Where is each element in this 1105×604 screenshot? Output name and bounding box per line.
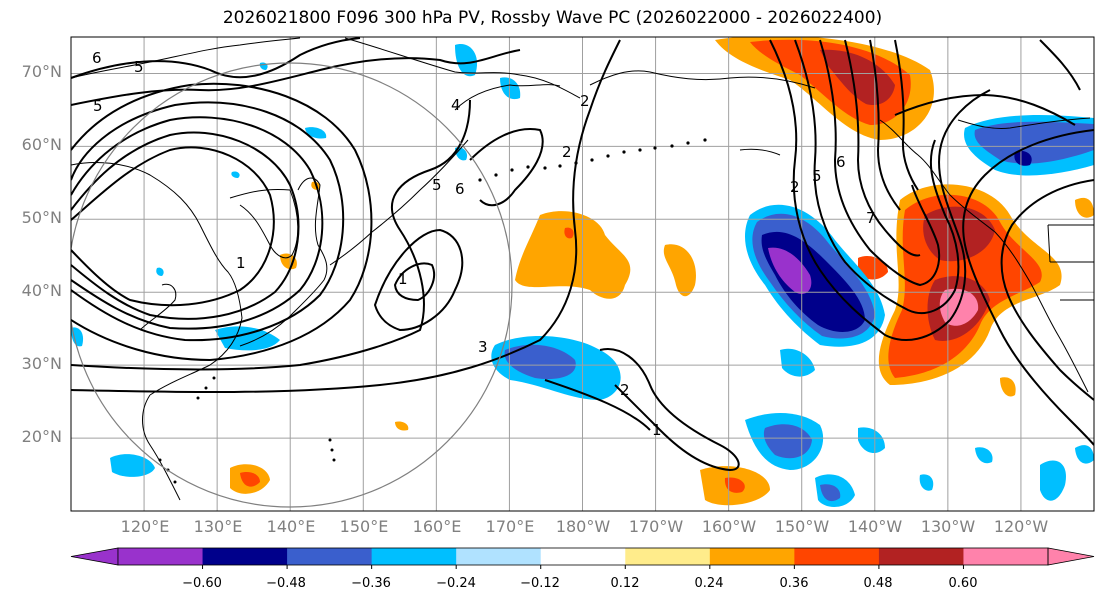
colorbar-tick-label: 0.48: [863, 576, 893, 591]
lat-label: 30°N: [21, 354, 62, 373]
colorbar-swatch: [371, 548, 457, 565]
colorbar-swatch: [118, 548, 204, 565]
map-frame: [70, 36, 1095, 512]
lon-label: 180°W: [555, 517, 611, 536]
contour-label: 5: [432, 176, 442, 194]
colorbar-swatch: [625, 548, 711, 565]
contour-label: 5: [93, 97, 103, 115]
map-graticule: [71, 37, 1094, 511]
colorbar-tick-label: −0.48: [266, 576, 306, 591]
contour-label: 7: [866, 209, 876, 227]
reference-circle: [71, 62, 513, 508]
colorbar-tick-label: 0.24: [694, 576, 724, 591]
colorbar-swatch: [709, 548, 795, 565]
contour-label: 2: [562, 143, 572, 161]
contour-label: 5: [134, 58, 144, 76]
colorbar-swatch: [287, 548, 373, 565]
lon-label: 120°E: [120, 517, 170, 536]
colorbar-tick-label: 0.36: [779, 576, 809, 591]
colorbar-swatch: [794, 548, 880, 565]
colorbar-swatch: [202, 548, 288, 565]
pv-contours: [71, 37, 1094, 472]
colorbar-swatch: [963, 548, 1049, 565]
colorbar-swatch: [540, 548, 626, 565]
colorbar-tick-label: −0.36: [351, 576, 391, 591]
lat-label: 40°N: [21, 281, 62, 300]
contour-label: 1: [652, 421, 662, 439]
colorbar-swatch: [878, 548, 964, 565]
lat-label: 70°N: [21, 62, 62, 81]
contour-label: 1: [236, 254, 246, 272]
colorbar-tick-label: 0.12: [610, 576, 640, 591]
lat-label: 60°N: [21, 135, 62, 154]
contour-label: 6: [836, 153, 846, 171]
contour-label: 5: [812, 167, 822, 185]
pc-anomaly-shading: [71, 37, 1094, 507]
lon-label: 160°W: [701, 517, 757, 536]
lon-label: 150°W: [774, 517, 830, 536]
lat-label: 50°N: [21, 208, 62, 227]
lat-label: 20°N: [21, 427, 62, 446]
colorbar-over-extend: [1047, 547, 1095, 566]
colorbar-tick-label: −0.12: [520, 576, 560, 591]
contour-label: 3: [478, 338, 488, 356]
contour-label: 4: [451, 96, 461, 114]
contour-labels: 6 5 5 4 2 2 5 6 1 1 3 2 1 7 6 5 2: [92, 49, 876, 439]
contour-label: 2: [580, 92, 590, 110]
colorbar: [70, 547, 1095, 569]
lon-label: 140°W: [847, 517, 903, 536]
lon-label: 170°E: [485, 517, 535, 536]
colorbar-tick-label: −0.60: [182, 576, 222, 591]
contour-label: 2: [790, 178, 800, 196]
lon-label: 130°E: [193, 517, 243, 536]
colorbar-swatch: [456, 548, 542, 565]
contour-label: 1: [398, 270, 408, 288]
contour-label: 6: [455, 180, 465, 198]
lon-label: 170°W: [628, 517, 684, 536]
lon-label: 130°W: [920, 517, 976, 536]
colorbar-frame: [117, 547, 1049, 566]
colorbar-tick-label: −0.24: [436, 576, 476, 591]
colorbar-tick-label: 0.60: [948, 576, 978, 591]
colorbar-under-extend: [70, 547, 119, 566]
lon-label: 150°E: [339, 517, 389, 536]
contour-label: 2: [620, 381, 630, 399]
lon-label: 160°E: [412, 517, 462, 536]
contour-label: 6: [92, 49, 102, 67]
lon-label: 120°W: [993, 517, 1049, 536]
lon-label: 140°E: [266, 517, 316, 536]
map-title: 2026021800 F096 300 hPa PV, Rossby Wave …: [222, 8, 883, 28]
